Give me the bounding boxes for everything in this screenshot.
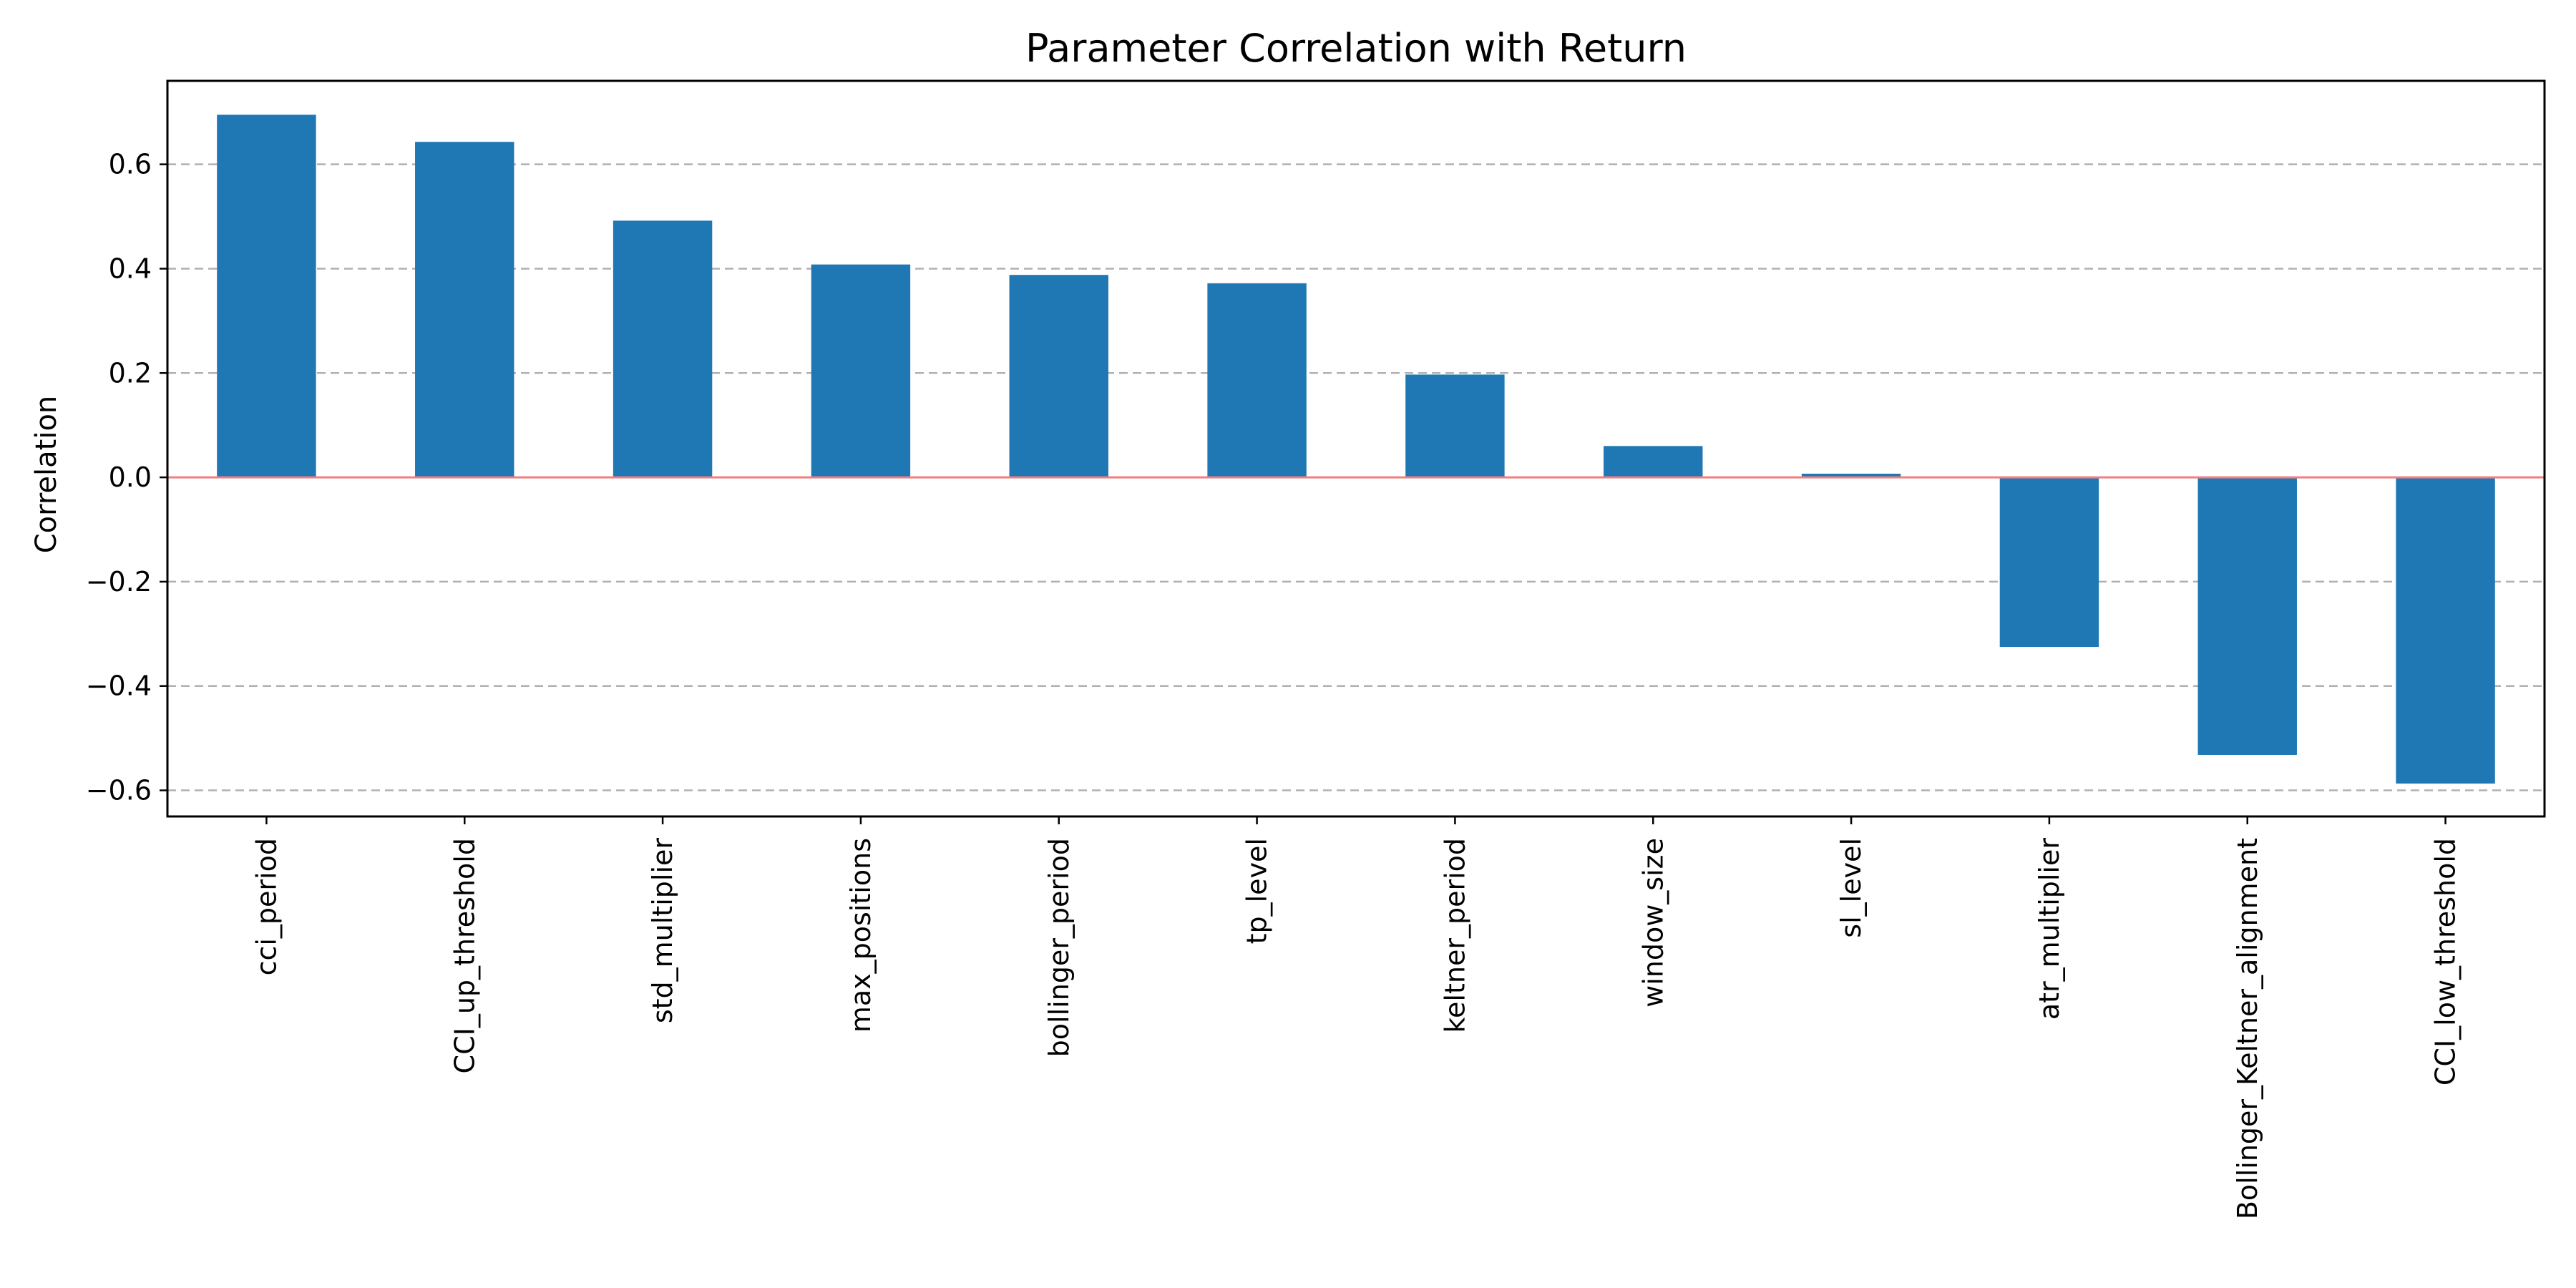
chart-title: Parameter Correlation with Return <box>1025 26 1687 71</box>
y-tick-label: −0.4 <box>86 670 152 702</box>
bar-sl-level <box>1801 473 1901 478</box>
plot-frame <box>166 79 2546 818</box>
x-tick-label: max_positions <box>845 838 877 1033</box>
bars <box>217 114 2495 784</box>
bar-window-size <box>1604 446 1703 478</box>
y-axis-ticks: −0.6 −0.4 −0.2 0.0 0.2 0.4 0.6 <box>86 149 167 806</box>
x-tick-label: keltner_period <box>1439 838 1470 1033</box>
bar-std-multiplier <box>613 220 713 478</box>
bar-max-positions <box>811 264 911 478</box>
y-axis-label: Correlation <box>30 396 63 554</box>
y-tick-label: −0.6 <box>86 775 152 806</box>
x-tick-label: tp_level <box>1241 838 1273 944</box>
y-tick-label: 0.6 <box>109 149 152 180</box>
bar-keltner-period <box>1405 374 1505 478</box>
x-tick-label: cci_period <box>250 838 282 975</box>
x-axis-ticks: cci_period CCI_up_threshold std_multiplier… <box>250 816 2462 1219</box>
y-tick-label: 0.2 <box>109 357 152 389</box>
bar-cci-period <box>217 114 316 478</box>
bar-bollinger-period <box>1009 275 1108 478</box>
bar-atr-multiplier <box>1999 477 2099 648</box>
x-tick-label: window_size <box>1637 838 1669 1008</box>
y-tick-label: 0.4 <box>109 253 152 284</box>
bar-tp-level <box>1207 283 1307 478</box>
x-tick-label: std_multiplier <box>647 838 678 1024</box>
bar-cci-low-threshold <box>2396 477 2495 784</box>
x-tick-label: CCI_low_threshold <box>2430 838 2462 1085</box>
y-tick-label: 0.0 <box>109 462 152 493</box>
x-tick-label: bollinger_period <box>1043 838 1075 1057</box>
x-tick-label: CCI_up_threshold <box>449 838 480 1073</box>
x-tick-label: atr_multiplier <box>2034 838 2065 1020</box>
y-tick-label: −0.2 <box>86 566 152 597</box>
x-tick-label: Bollinger_Keltner_alignment <box>2232 838 2263 1219</box>
bar-bollinger-keltner-alignment <box>2197 477 2297 755</box>
bar-cci-up-threshold <box>415 142 514 478</box>
x-tick-label: sl_level <box>1835 838 1867 938</box>
